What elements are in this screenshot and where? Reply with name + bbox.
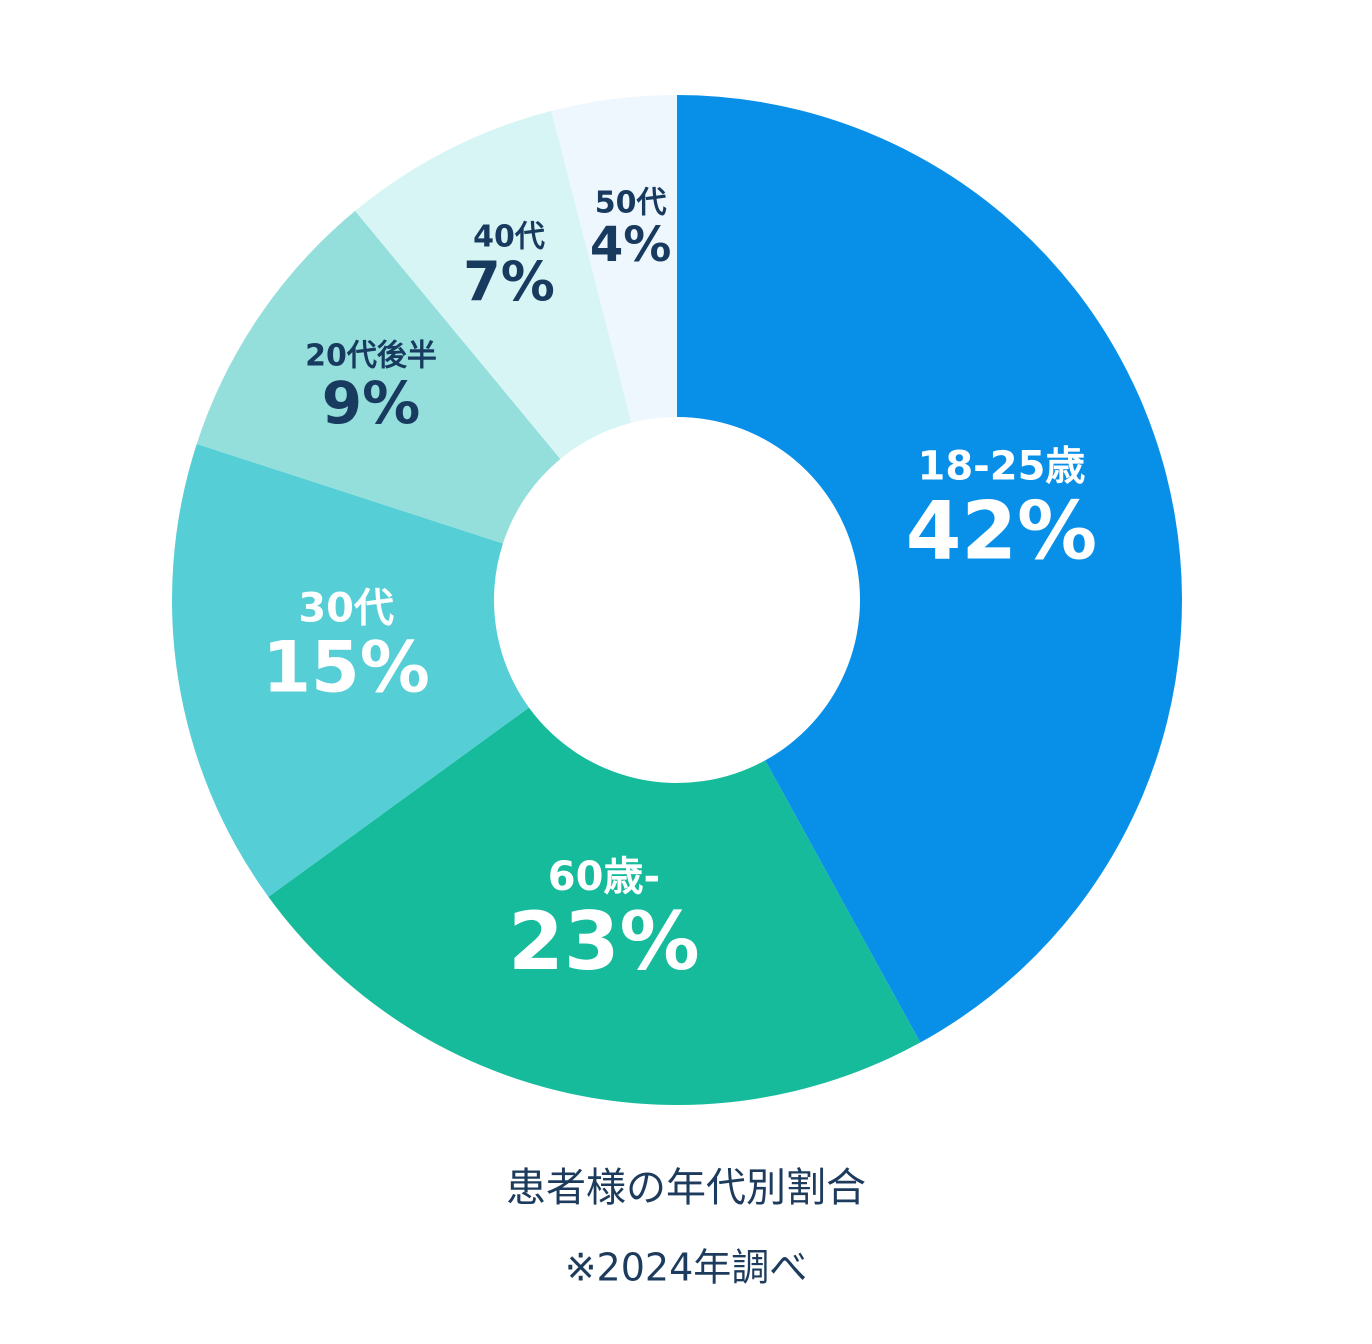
slice — [551, 95, 677, 423]
category-label: 60歳- — [548, 854, 660, 900]
slice — [171, 443, 529, 897]
slice — [268, 707, 921, 1106]
slices — [171, 95, 1183, 1106]
value-label: 42% — [906, 485, 1097, 578]
category-label: 40代 — [473, 219, 545, 254]
value-label: 4% — [590, 217, 672, 273]
chart-subtitle: ※2024年調べ — [565, 1246, 808, 1290]
value-label: 7% — [463, 250, 555, 313]
value-label: 15% — [262, 626, 430, 708]
slice — [355, 110, 632, 459]
slice — [196, 210, 561, 544]
slice — [677, 95, 1183, 1043]
category-label: 30代 — [298, 585, 394, 631]
value-label: 23% — [508, 895, 699, 988]
value-label: 9% — [322, 369, 420, 437]
category-label: 18-25歳 — [918, 444, 1086, 490]
category-label: 20代後半 — [305, 339, 437, 374]
category-label: 50代 — [595, 186, 667, 221]
chart-title: 患者様の年代別割合 — [506, 1165, 866, 1211]
